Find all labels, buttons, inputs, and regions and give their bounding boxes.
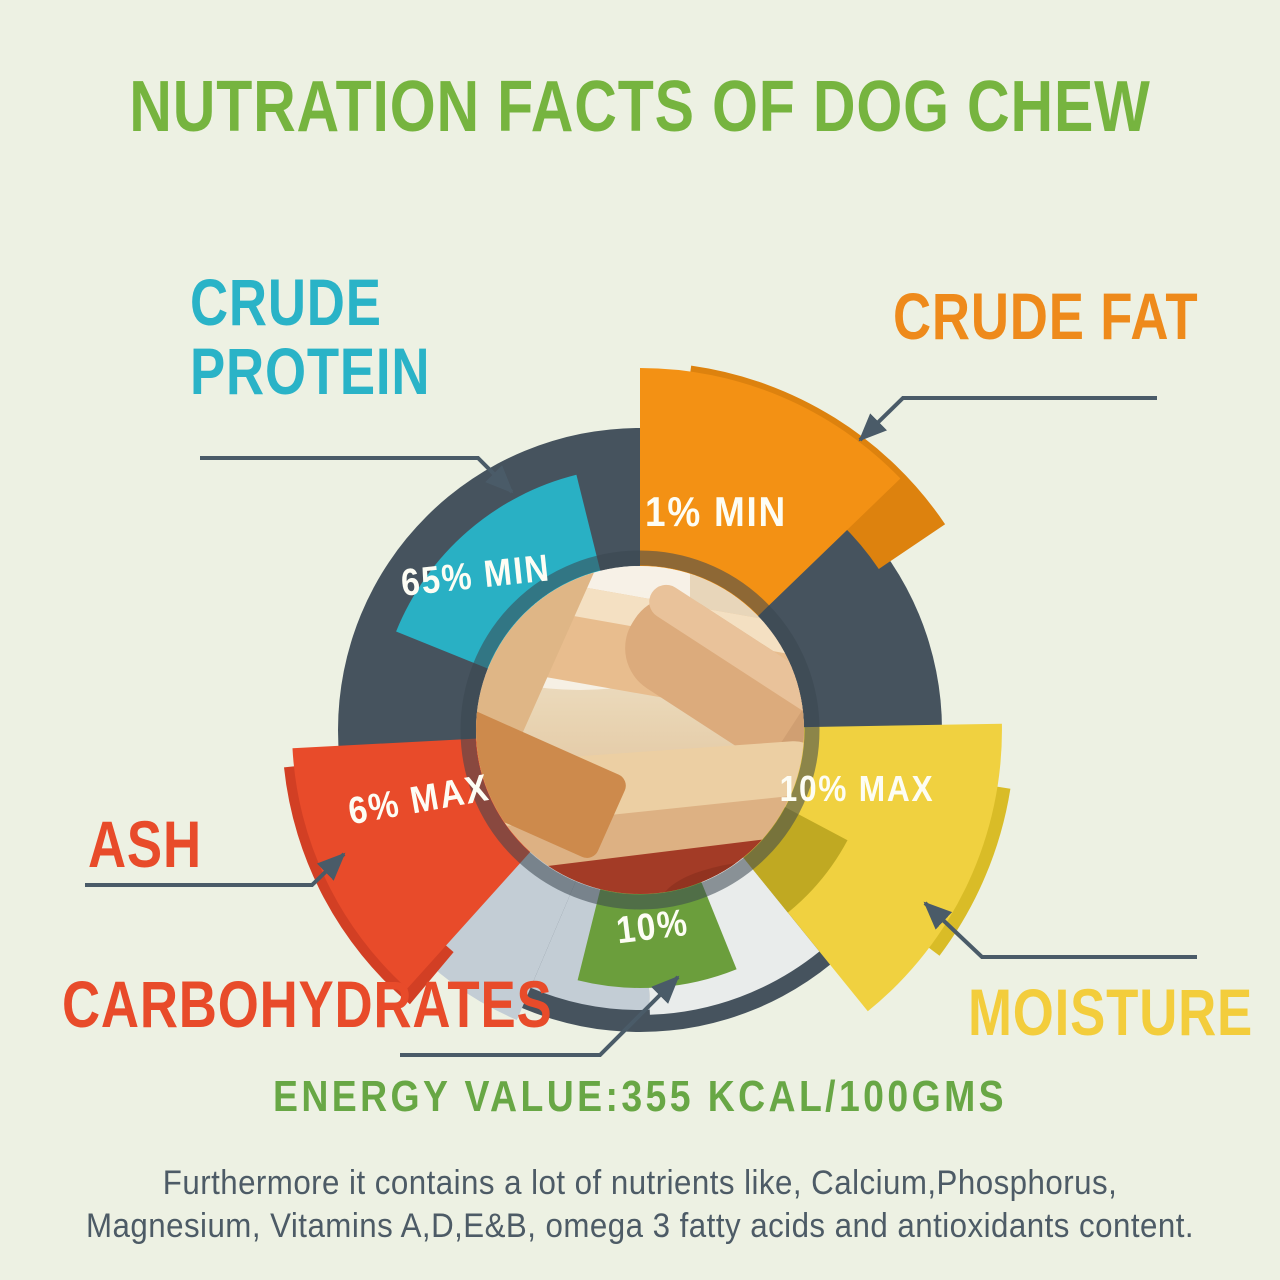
label-moisture: MOISTURE xyxy=(968,975,1254,1049)
energy-value-text: ENERGY VALUE:355 KCAL/100GMS xyxy=(273,1072,1007,1121)
slice-value-crude-fat: 1% MIN xyxy=(645,489,787,536)
footnote-line-2: Magnesium, Vitamins A,D,E&B, omega 3 fat… xyxy=(86,1207,1194,1245)
leader-line-moisture xyxy=(923,901,1197,959)
label-crude-protein: CRUDE PROTEIN xyxy=(190,265,431,409)
leader-line-carbohydrates xyxy=(400,975,680,1057)
label-carbohydrates: CARBOHYDRATES xyxy=(62,967,553,1041)
photo-rim xyxy=(460,550,820,910)
label-crude-fat: CRUDE FAT xyxy=(893,279,1199,353)
page-title: NUTRATION FACTS OF DOG CHEW xyxy=(129,67,1151,147)
slice-value-moisture: 10% MAX xyxy=(780,769,935,809)
leader-line-ash xyxy=(85,852,346,887)
leader-line-crude-protein xyxy=(200,456,514,494)
label-ash: ASH xyxy=(88,807,202,881)
leader-line-crude-fat xyxy=(858,396,1157,442)
slice-value-carbohydrates: 10% xyxy=(614,901,691,952)
footnote-line-1: Furthermore it contains a lot of nutrien… xyxy=(162,1164,1118,1202)
